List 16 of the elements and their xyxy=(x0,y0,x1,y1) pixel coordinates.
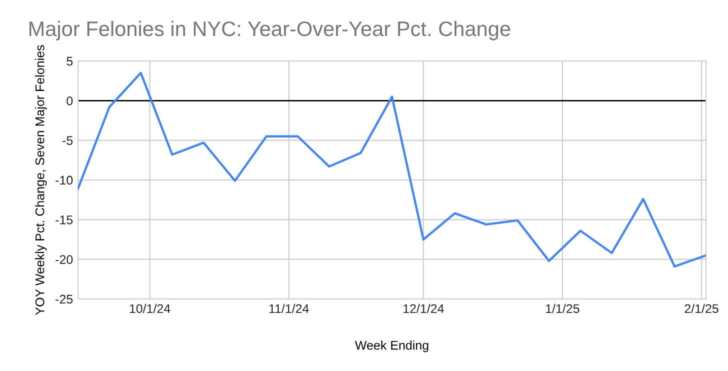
line-series xyxy=(78,72,706,268)
y-tick-label: -10 xyxy=(56,176,73,185)
y-tick-label: 0 xyxy=(66,96,73,106)
chart-title: Major Felonies in NYC: Year-Over-Year Pct. Change xyxy=(29,20,510,40)
x-tick-label: 10/1/24 xyxy=(130,304,170,314)
y-tick-label: 5 xyxy=(66,56,73,66)
x-tick-label: 2/1/25 xyxy=(684,304,718,314)
x-tick-label: 1/1/25 xyxy=(546,304,580,314)
y-tick-label: -15 xyxy=(56,216,73,224)
y-axis-title: YOY Weekly Pct. Change, Seven Major Felonies xyxy=(35,45,47,315)
y-tick-label: -25 xyxy=(56,294,73,304)
y-tick-label: -20 xyxy=(56,255,73,264)
y-tick-label: -5 xyxy=(62,136,73,145)
x-tick-label: 11/1/24 xyxy=(269,304,309,314)
x-tick-label: 12/1/24 xyxy=(404,304,444,314)
x-axis-title: Week Ending xyxy=(354,340,428,352)
